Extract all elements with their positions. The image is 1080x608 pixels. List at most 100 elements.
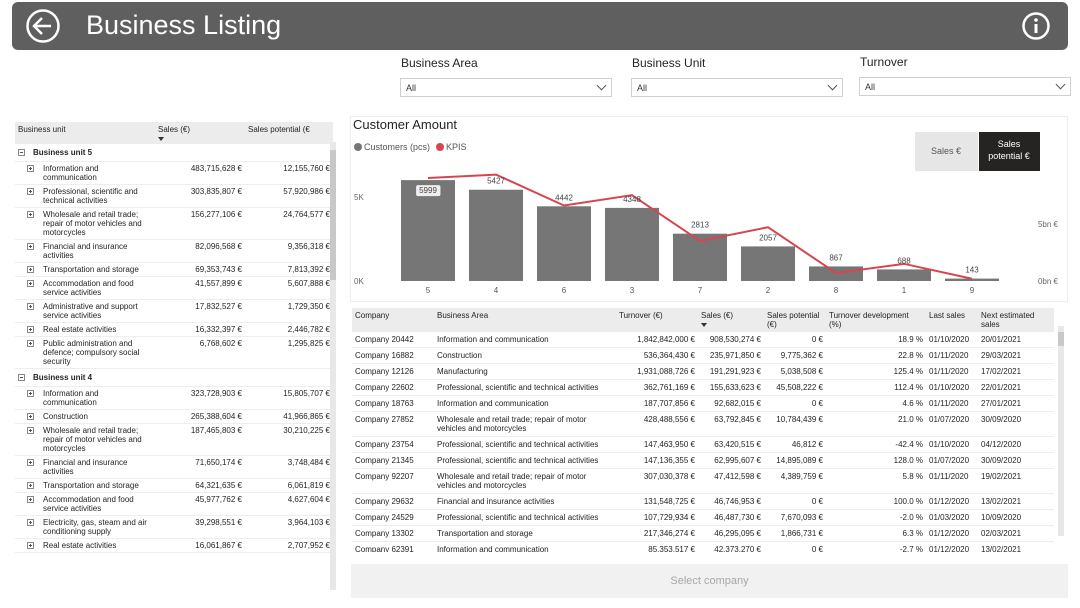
expand-icon[interactable] [27, 243, 34, 250]
cell: Professional, scientific and technical a… [434, 379, 616, 396]
expand-icon[interactable] [27, 496, 34, 503]
cell: 46,295,095 € [698, 525, 764, 542]
cell: Information and communication [434, 395, 616, 412]
row[interactable]: Company 22602 Professional, scientific an… [352, 379, 1054, 396]
cell: 39,298,551 € [155, 515, 245, 539]
cell: 1,931,088,726 € [616, 363, 698, 380]
expand-icon[interactable] [27, 188, 34, 195]
cell-text: Transportation and storage [43, 265, 139, 274]
cell: Company 22602 [352, 379, 434, 396]
row[interactable]: Company 23754 Professional, scientific an… [352, 436, 1054, 453]
x-tick-label: 1 [902, 286, 907, 295]
row[interactable]: Company 20442 Information and communicati… [352, 332, 1054, 348]
cell: Company 16882 [352, 347, 434, 364]
back-button[interactable] [25, 8, 61, 44]
x-tick-label: 8 [834, 286, 839, 295]
x-tick-label: 9 [970, 286, 975, 295]
filter-dropdown[interactable]: All [400, 78, 612, 97]
cell: Accommodation and food service activitie… [15, 492, 155, 516]
row[interactable]: Company 27852 Wholesale and retail trade;… [352, 411, 1054, 437]
expand-icon[interactable] [27, 280, 34, 287]
legend-label: KPIS [446, 142, 467, 152]
cell: 483,715,628 € [155, 161, 245, 185]
cell: 18.9 % [826, 332, 926, 348]
row[interactable]: Company 18763 Information and communicati… [352, 395, 1054, 412]
expand-icon[interactable] [27, 413, 34, 420]
group-name: Business unit 4 [33, 373, 93, 382]
cell: 7,670,093 € [764, 509, 826, 526]
toggle-button[interactable] [979, 132, 1040, 171]
collapse-icon[interactable] [18, 149, 25, 156]
row: Professional, scientific and technical a… [15, 184, 333, 208]
line [427, 173, 973, 280]
cell: Electricity, gas, steam and air conditio… [15, 515, 155, 539]
expand-icon[interactable] [27, 211, 34, 218]
cell: 01/11/2020 [926, 468, 978, 494]
cell: 5.8 % [826, 468, 926, 494]
expand-icon[interactable] [27, 303, 34, 310]
cell-text: Wholesale and retail trade; repair of mo… [43, 426, 142, 453]
row[interactable]: Company 13302 Transportation and storage 2… [352, 525, 1054, 542]
cell: Information and communication [15, 161, 155, 185]
cell: 156,277,106 € [155, 207, 245, 240]
row[interactable]: Company 62391 Information and communicati… [352, 541, 1054, 552]
cell: Professional, scientific and technical a… [434, 452, 616, 469]
cell: 01/10/2020 [926, 379, 978, 396]
expand-icon[interactable] [27, 340, 34, 347]
cell: 22.8 % [826, 347, 926, 364]
cell: 42,373,270 € [698, 541, 764, 552]
expand-icon[interactable] [27, 165, 34, 172]
cell: Transportation and storage [15, 478, 155, 493]
cell: 4,389,759 € [764, 468, 826, 494]
cell: 13/02/2021 [978, 541, 1054, 552]
expand-icon[interactable] [27, 542, 34, 549]
cell: 71,650,174 € [155, 455, 245, 479]
toggle-label: Sales potential € [988, 139, 1030, 161]
expand-icon[interactable] [27, 482, 34, 489]
cell: 307,030,378 € [616, 468, 698, 494]
info-button[interactable] [1020, 10, 1052, 42]
row[interactable]: Company 29632 Financial and insurance act… [352, 493, 1054, 510]
cell: Transportation and storage [434, 525, 616, 542]
row[interactable]: Company 12126 Manufacturing 1,931,088,726 … [352, 363, 1054, 380]
cell: 10,784,439 € [764, 411, 826, 437]
cell: 01/11/2020 [926, 347, 978, 364]
cell: 64,321,635 € [155, 478, 245, 493]
cell: Company 12126 [352, 363, 434, 380]
bar [537, 206, 591, 281]
cell-text: Transportation and storage [43, 481, 139, 490]
column-header: Business unit [15, 122, 155, 144]
row: Wholesale and retail trade; repair of mo… [15, 423, 333, 456]
cell: 01/11/2020 [926, 395, 978, 412]
row[interactable]: Company 16882 Construction 536,364,430 €23… [352, 347, 1054, 364]
cell: Company 62391 [352, 541, 434, 552]
data-label: 688 [897, 256, 911, 265]
collapse-icon[interactable] [18, 374, 25, 381]
expand-icon[interactable] [27, 326, 34, 333]
cell: 01/07/2020 [926, 452, 978, 469]
expand-icon[interactable] [27, 390, 34, 397]
cell: Professional, scientific and technical a… [434, 436, 616, 453]
cell: 57,920,986 € [245, 184, 333, 208]
row[interactable]: Company 92207 Wholesale and retail trade;… [352, 468, 1054, 494]
cell: Real estate activities [15, 322, 155, 337]
filter-dropdown[interactable]: All [859, 77, 1071, 96]
filter-dropdown[interactable]: All [631, 78, 843, 97]
expand-icon[interactable] [27, 266, 34, 273]
row[interactable]: Company 21345 Professional, scientific an… [352, 452, 1054, 469]
cell: 21.0 % [826, 411, 926, 437]
expand-icon[interactable] [27, 519, 34, 526]
row: Financial and insurance activities 82,096… [15, 239, 333, 263]
cell: 4,627,604 € [245, 492, 333, 516]
row[interactable]: Company 24529 Professional, scientific an… [352, 509, 1054, 526]
toggle-button[interactable] [915, 132, 978, 171]
cell: Financial and insurance activities [15, 455, 155, 479]
cell: 100.0 % [826, 493, 926, 510]
expand-icon[interactable] [27, 427, 34, 434]
x-tick-label: 6 [562, 286, 567, 295]
data-label: 4348 [623, 195, 641, 204]
expand-icon[interactable] [27, 459, 34, 466]
select-company-button[interactable]: Select company [351, 564, 1068, 598]
column-header: Sales (€) [698, 308, 764, 332]
cell: 187,465,803 € [155, 423, 245, 456]
